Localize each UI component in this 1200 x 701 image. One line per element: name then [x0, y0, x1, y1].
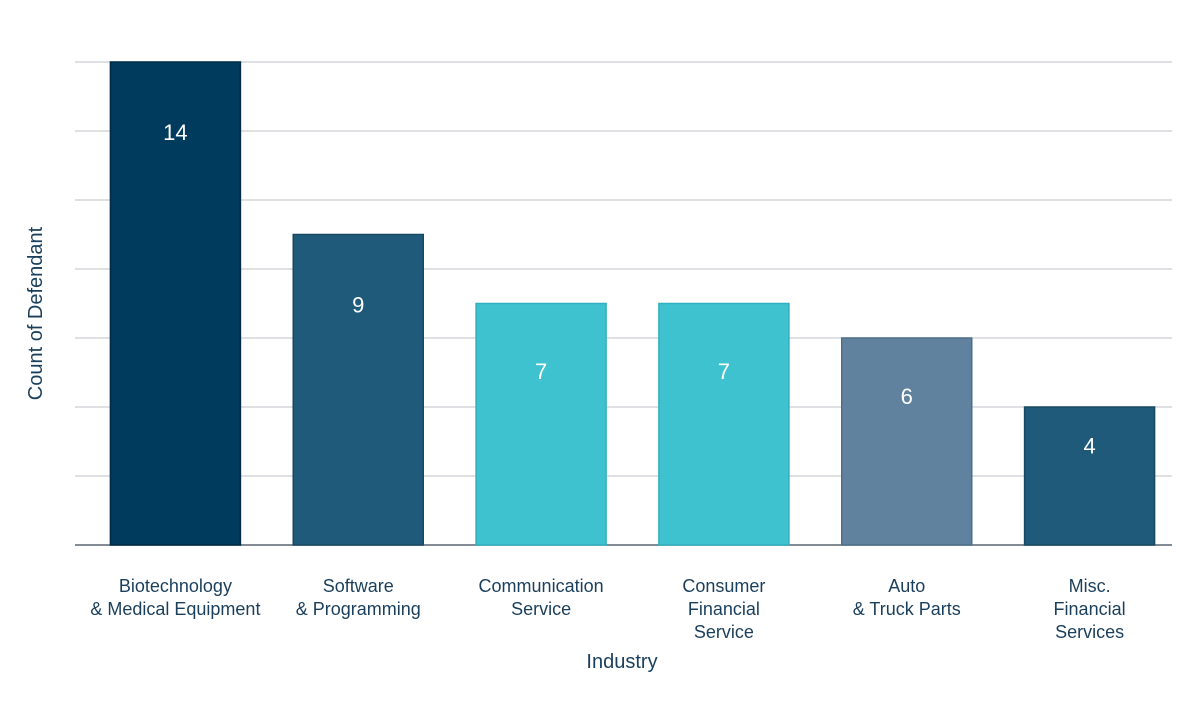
category-labels: Biotechnology & Medical Equipment Software…: [90, 576, 1125, 642]
bar-value-label: 7: [535, 359, 547, 384]
bar-value-label: 7: [718, 359, 730, 384]
bar-value-label: 9: [352, 293, 364, 318]
bar: [475, 302, 607, 546]
category-label: Auto & Truck Parts: [853, 576, 961, 619]
category-label: Software & Programming: [296, 576, 421, 619]
bar: [1023, 406, 1156, 546]
bar-value-label: 4: [1083, 434, 1095, 459]
value-labels: 14 9 7 7 6 4: [163, 120, 1096, 459]
category-label: Consumer Financial Service: [682, 576, 765, 642]
bar-value-label: 14: [163, 120, 187, 145]
bar: [658, 302, 790, 546]
bar: [841, 337, 973, 546]
bars: [109, 61, 1156, 546]
category-label: Communication Service: [479, 576, 604, 619]
y-axis-title: Count of Defendant: [25, 226, 47, 400]
x-axis-title: Industry: [586, 651, 657, 673]
bar: [292, 233, 424, 546]
category-label: Biotechnology & Medical Equipment: [90, 576, 260, 619]
category-label: Misc. Financial Services: [1054, 576, 1126, 642]
grid-lines: [75, 61, 1172, 546]
bar: [109, 61, 242, 546]
bar-value-label: 6: [901, 384, 913, 409]
